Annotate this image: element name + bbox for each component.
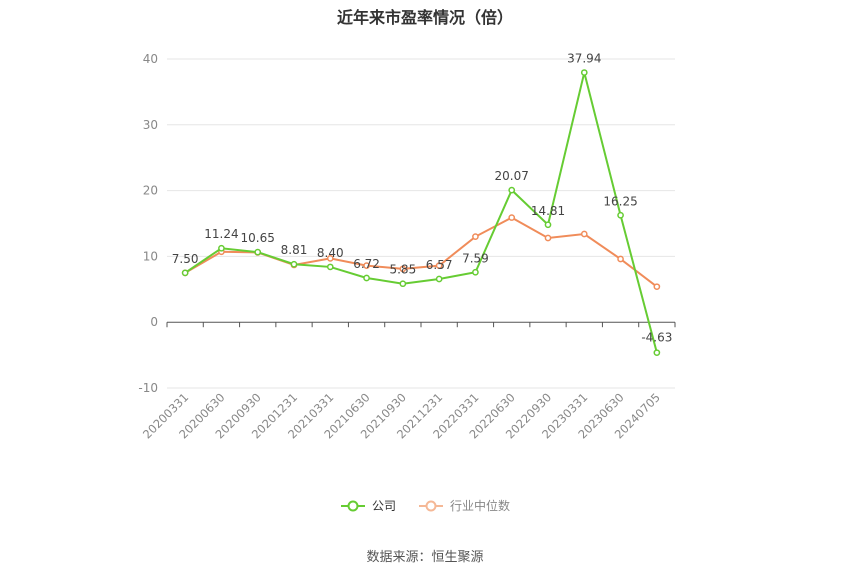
industry-median-point	[653, 283, 661, 291]
company-point	[218, 244, 225, 252]
industry-median-point	[399, 265, 407, 273]
data-labels: 7.50 11.24 10.65 8.81 8.40 6.72 5.85 6.57 7.59 20…	[172, 52, 673, 345]
chart-title: 近年来市盈率情况（倍）	[336, 8, 513, 27]
industry-median-point	[435, 262, 443, 269]
company-point	[472, 268, 479, 276]
company-data-label: 5.85	[389, 263, 416, 277]
company-point	[326, 263, 334, 271]
company-data-label: 16.25	[603, 194, 637, 208]
data-source: 数据来源：恒生聚源	[366, 550, 484, 565]
industry-median-point	[617, 255, 624, 263]
company-point	[363, 274, 370, 282]
company-data-label: 20.07	[495, 169, 529, 183]
series-lines	[181, 69, 661, 357]
company-point	[290, 260, 298, 268]
legend-item-industry-median[interactable]: 行业中位数	[418, 497, 510, 514]
company-data-label: 10.65	[241, 231, 275, 245]
company-data-label: -4.63	[641, 331, 672, 345]
legend-industry-label: 行业中位数	[450, 499, 511, 513]
company-data-label: 37.94	[567, 52, 601, 66]
y-tick-label: 30	[143, 118, 158, 132]
company-data-label: 7.50	[172, 252, 199, 266]
industry-median-point	[326, 255, 334, 262]
company-point	[254, 248, 262, 256]
y-tick-label: -10	[138, 381, 158, 395]
company-point	[544, 221, 552, 229]
legend-industry-icon	[419, 500, 443, 511]
y-tick-label: 40	[143, 52, 158, 66]
company-point	[508, 186, 516, 194]
company-data-label: 6.57	[426, 258, 453, 272]
company-data-label: 6.72	[353, 257, 380, 271]
company-series-line	[184, 72, 658, 353]
company-point	[653, 349, 661, 357]
legend-company-label: 公司	[371, 499, 396, 513]
y-tick-label: 10	[143, 249, 158, 263]
legend: 公司 行业中位数	[0, 497, 850, 514]
company-point	[181, 269, 189, 277]
company-data-label: 8.40	[317, 246, 344, 260]
company-data-label: 14.81	[531, 204, 565, 218]
industry-median-point	[508, 214, 516, 221]
company-data-label: 11.24	[204, 227, 238, 241]
industry-median-point	[472, 233, 479, 241]
y-tick-label: 0	[150, 315, 158, 329]
company-data-label: 8.81	[281, 243, 308, 257]
company-point	[399, 280, 407, 288]
company-data-label: 7.59	[462, 251, 489, 265]
company-point	[580, 69, 588, 76]
industry-median-point	[580, 230, 588, 238]
industry-median-point	[544, 234, 552, 242]
grid-lines	[167, 58, 675, 389]
company-point	[435, 275, 443, 283]
industry-median-point	[363, 262, 370, 269]
legend-item-company[interactable]: 公司	[340, 497, 396, 514]
legend-company-icon	[340, 500, 365, 511]
company-point	[617, 211, 624, 219]
y-tick-label: 20	[143, 184, 158, 198]
